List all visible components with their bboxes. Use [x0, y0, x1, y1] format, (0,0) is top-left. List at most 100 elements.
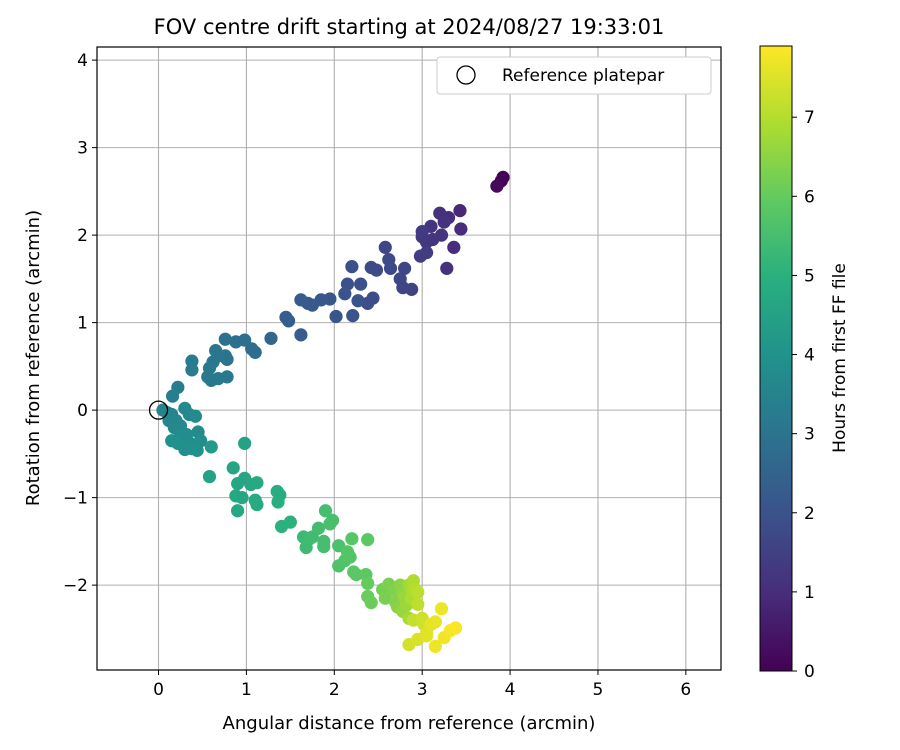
data-point: [434, 602, 449, 616]
data-point: [343, 550, 357, 564]
data-point: [454, 222, 468, 236]
colorbar-tick-label: 0: [804, 662, 815, 682]
colorbar-tick-label: 2: [804, 504, 815, 524]
data-point: [218, 332, 232, 346]
data-point: [369, 263, 384, 277]
data-point: [453, 204, 467, 218]
legend-box: [436, 56, 712, 95]
data-point: [428, 615, 442, 629]
colorbar-tick-label: 6: [804, 187, 815, 207]
colorbar-label: Hours from first FF file: [830, 263, 850, 453]
data-point: [220, 370, 234, 384]
data-point: [354, 277, 368, 291]
y-axis-ticks: −2 −1 0 1 2 3 4: [63, 51, 97, 596]
legend-marker-icon: [456, 65, 476, 85]
data-point: [351, 294, 365, 308]
data-point: [411, 597, 425, 611]
reference-marker: [148, 400, 169, 420]
data-point: [229, 335, 243, 349]
data-point: [393, 272, 407, 286]
chart-title: FOV centre drift starting at 2024/08/27 …: [154, 15, 665, 39]
data-point: [378, 591, 392, 605]
data-point: [311, 521, 326, 535]
x-tick-label: 3: [417, 680, 428, 700]
x-tick-label: 1: [241, 680, 252, 700]
data-point: [325, 513, 340, 527]
data-point: [190, 443, 204, 457]
data-point: [231, 504, 245, 518]
data-point: [413, 249, 428, 263]
data-point: [382, 253, 396, 267]
data-point: [428, 639, 442, 653]
colorbar-tick-label: 7: [804, 108, 815, 128]
data-point: [437, 215, 451, 229]
plot-frame: [96, 46, 722, 671]
y-tick-label: 1: [77, 314, 88, 334]
x-tick-label: 6: [680, 680, 691, 700]
y-tick-label: −1: [63, 489, 88, 509]
data-point: [264, 331, 278, 345]
data-point: [202, 470, 217, 484]
data-point: [426, 232, 440, 247]
data-point: [345, 532, 359, 546]
x-tick-label: 0: [153, 680, 164, 700]
data-point: [188, 409, 203, 423]
data-point: [248, 493, 262, 507]
legend: Reference platepar: [436, 56, 712, 95]
data-point: [345, 260, 359, 274]
x-tick-label: 5: [593, 680, 604, 700]
legend-entry-reference: Reference platepar: [502, 66, 664, 86]
data-point: [185, 363, 199, 377]
data-point: [411, 585, 425, 599]
colorbar-ticks: 0 1 2 3 4 5 6 7: [792, 108, 815, 682]
data-point: [398, 261, 412, 275]
data-point: [250, 476, 264, 490]
data-point: [231, 477, 245, 491]
data-point: [317, 540, 331, 554]
data-point: [281, 314, 296, 328]
data-point: [318, 504, 333, 518]
data-point: [448, 621, 463, 635]
colorbar-gradient: [759, 45, 793, 672]
data-point: [226, 461, 240, 475]
y-tick-label: 3: [77, 139, 88, 159]
data-point: [364, 596, 378, 610]
data-point: [440, 261, 454, 275]
data-point: [419, 629, 434, 643]
data-point: [447, 240, 461, 254]
x-tick-label: 2: [329, 680, 340, 700]
colorbar-tick-label: 1: [804, 583, 815, 603]
data-point: [238, 436, 252, 450]
x-axis-label: Angular distance from reference (arcmin): [223, 713, 596, 734]
y-tick-label: 4: [77, 51, 88, 71]
data-point: [361, 576, 375, 590]
data-point: [294, 293, 308, 307]
scatter-points: [156, 170, 510, 653]
reference-point-marker: [148, 400, 169, 420]
data-point: [209, 344, 223, 358]
colorbar-tick-label: 3: [804, 425, 815, 445]
y-axis-label: Rotation from reference (arcmin): [23, 210, 44, 506]
x-tick-label: 4: [505, 680, 516, 700]
colorbar-tick-label: 4: [804, 346, 815, 366]
data-point: [294, 328, 308, 342]
data-point: [415, 225, 429, 239]
y-tick-label: 2: [77, 226, 88, 246]
data-point: [245, 342, 259, 356]
y-tick-label: −2: [63, 576, 88, 596]
data-point: [271, 495, 285, 509]
data-point: [171, 436, 185, 450]
data-point: [165, 389, 180, 403]
colorbar-tick-label: 5: [804, 266, 815, 286]
data-point: [329, 309, 343, 324]
x-axis-ticks: 0 1 2 3 4 5 6: [153, 670, 691, 700]
data-point: [338, 287, 352, 301]
data-point: [361, 533, 375, 547]
data-point: [349, 568, 363, 582]
y-tick-label: 0: [77, 401, 88, 421]
data-point: [283, 515, 297, 529]
data-point: [490, 179, 504, 193]
data-point: [204, 440, 218, 454]
data-point: [346, 309, 360, 323]
